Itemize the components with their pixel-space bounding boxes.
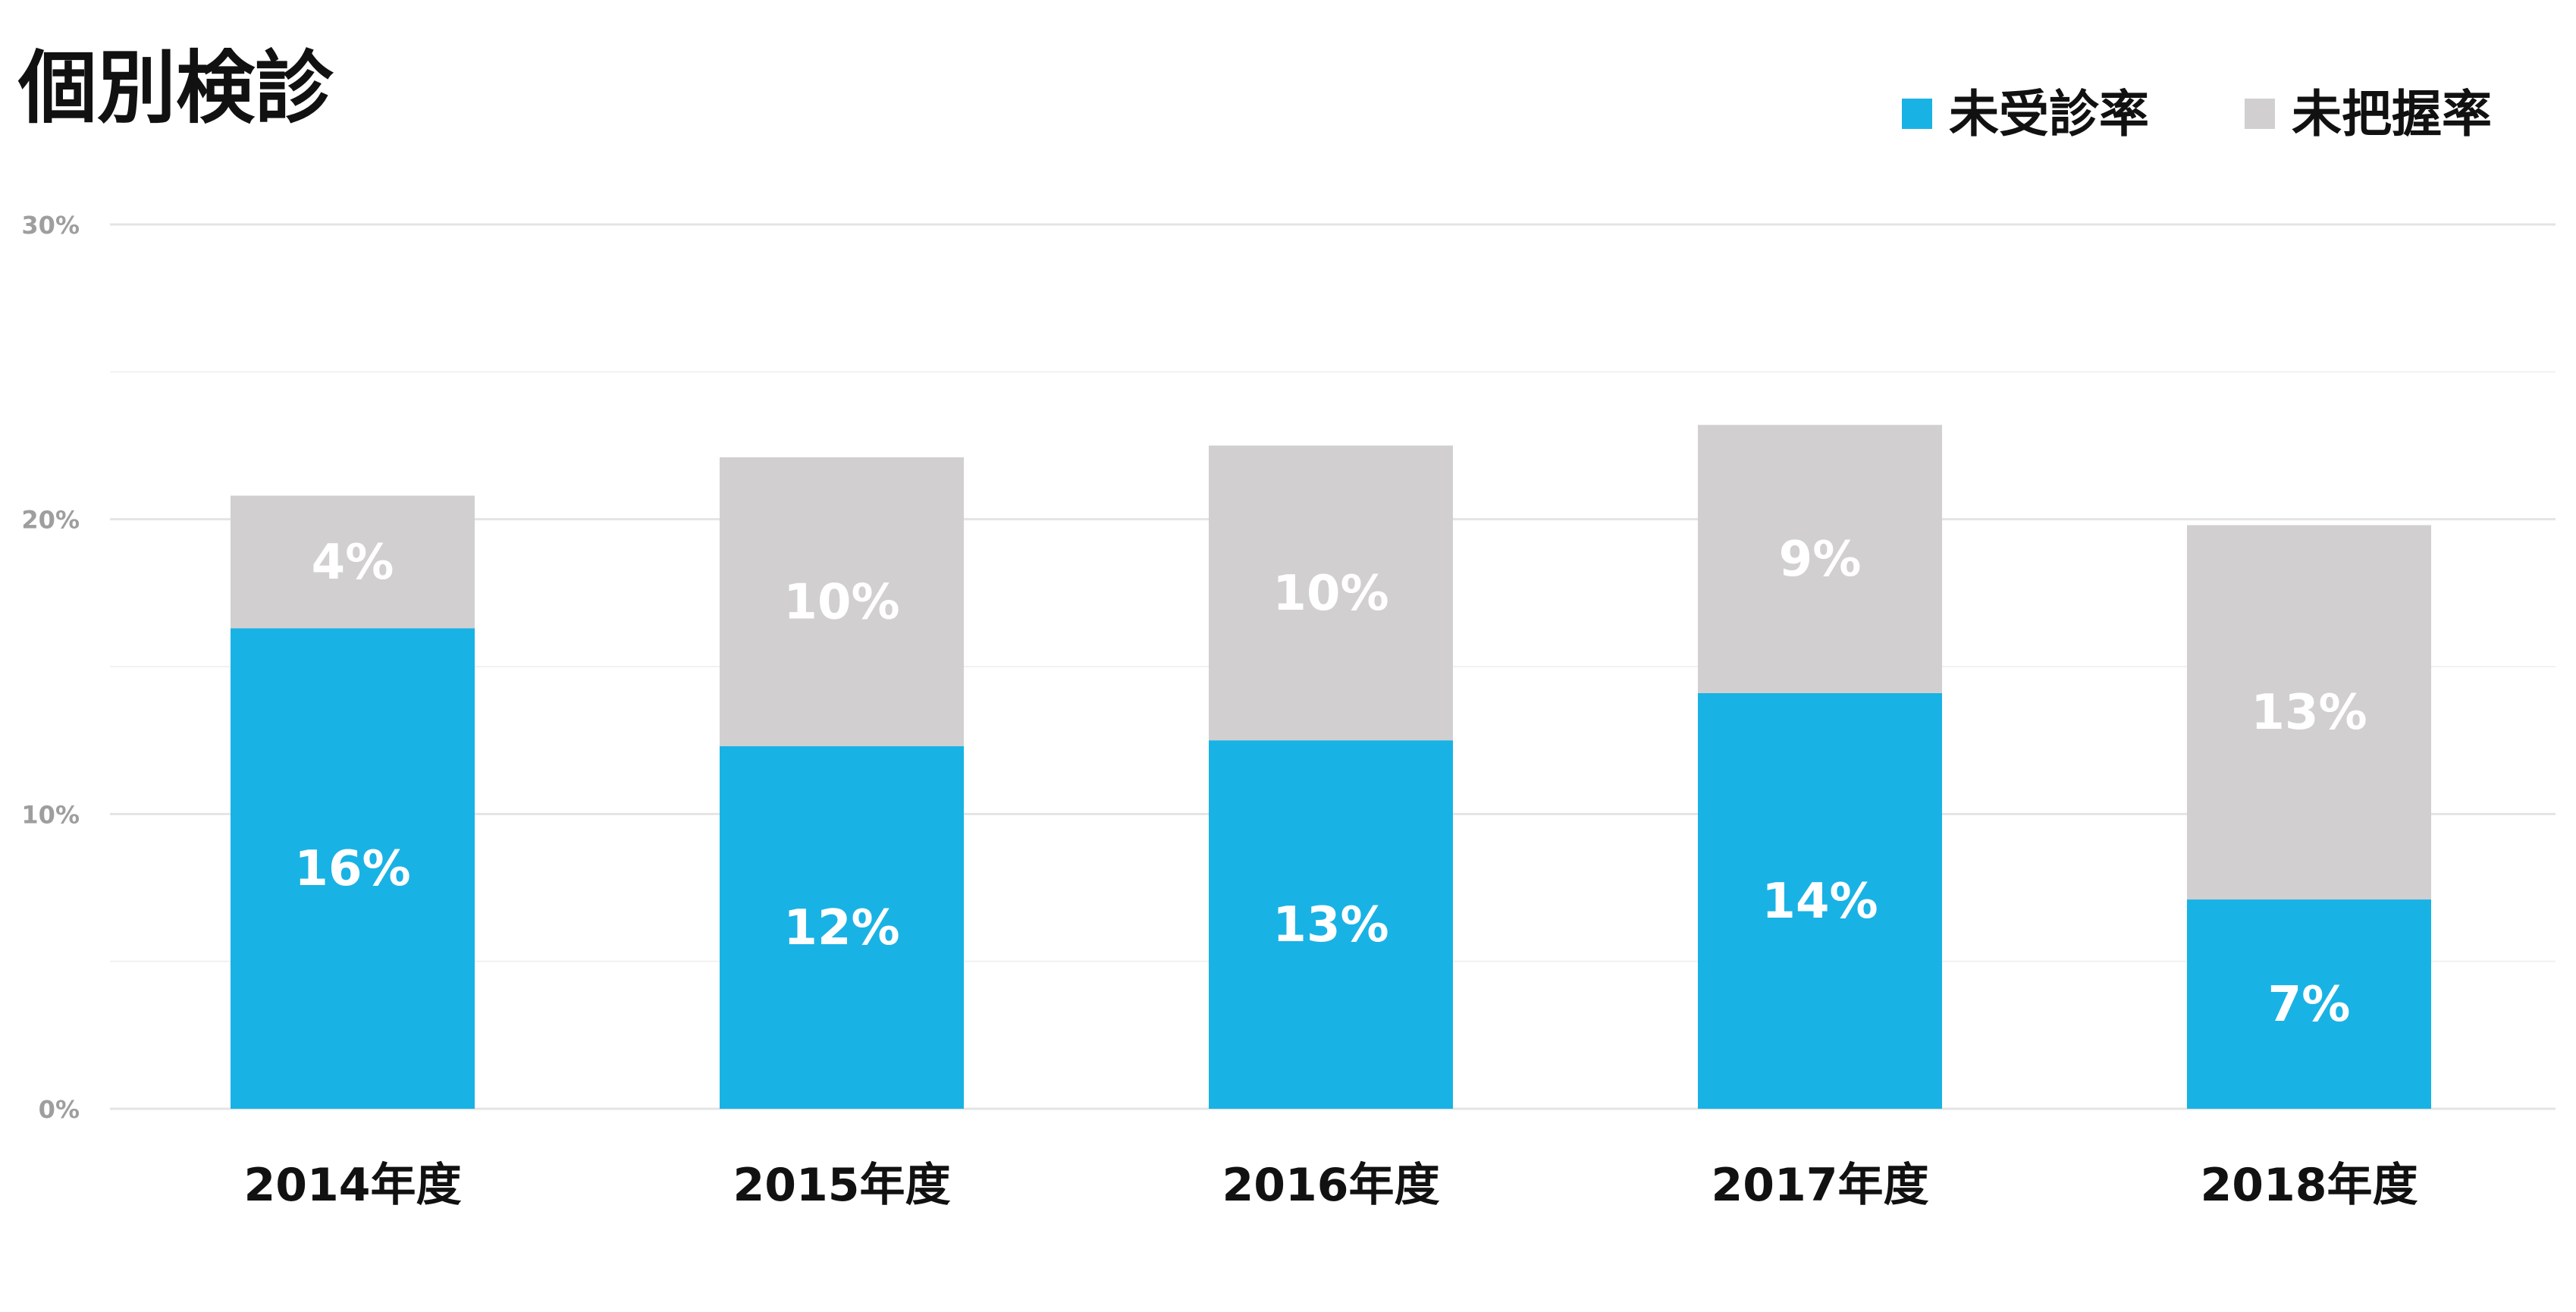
y-tick-label: 20%	[21, 506, 80, 535]
data-label: 16%	[294, 841, 410, 897]
y-tick-label: 0%	[39, 1095, 80, 1124]
bar-unexamined-3	[1698, 692, 1942, 1109]
data-label: 10%	[783, 574, 899, 630]
data-label: 13%	[1272, 897, 1388, 953]
x-axis-ticks: 2014年度 2015年度 2016年度 2017年度 2018年度	[244, 1159, 2418, 1212]
x-tick-label: 2014年度	[244, 1159, 462, 1212]
bar-unexamined-0	[231, 628, 475, 1109]
legend-swatch	[2245, 99, 2275, 129]
y-axis-ticks: 0% 10% 20% 30%	[21, 211, 80, 1124]
bar-unknown-3	[1698, 425, 1942, 693]
legend: 未受診率 未把握率	[1902, 85, 2492, 143]
x-tick-label: 2016年度	[1222, 1159, 1440, 1212]
bars	[231, 425, 2431, 1109]
x-tick-label: 2017年度	[1712, 1159, 1929, 1212]
bar-unknown-2	[1209, 445, 1453, 741]
bar-unexamined-2	[1209, 740, 1453, 1109]
bar-unexamined-4	[2187, 899, 2431, 1109]
y-tick-label: 30%	[21, 211, 80, 240]
bar-labels: 16% 4% 12% 10% 13% 10% 14% 9% 7% 13%	[294, 532, 2367, 1033]
x-tick-label: 2015年度	[733, 1159, 951, 1212]
bar-unexamined-1	[720, 745, 964, 1109]
x-tick-label: 2018年度	[2201, 1159, 2418, 1212]
y-tick-label: 10%	[21, 800, 80, 829]
legend-item-unknown: 未把握率	[2292, 85, 2492, 143]
data-label: 13%	[2251, 685, 2367, 741]
data-label: 14%	[1762, 874, 1878, 930]
bar-unknown-1	[720, 457, 964, 746]
data-label: 4%	[312, 535, 394, 591]
data-label: 12%	[783, 900, 899, 956]
data-label: 7%	[2268, 977, 2351, 1033]
bar-unknown-4	[2187, 525, 2431, 900]
data-label: 9%	[1779, 532, 1862, 588]
bar-unknown-0	[231, 495, 475, 629]
data-label: 10%	[1272, 566, 1388, 622]
legend-swatch	[1902, 99, 1932, 129]
chart-title: 個別検診	[17, 42, 334, 134]
legend-item-unexamined: 未受診率	[1949, 85, 2149, 143]
